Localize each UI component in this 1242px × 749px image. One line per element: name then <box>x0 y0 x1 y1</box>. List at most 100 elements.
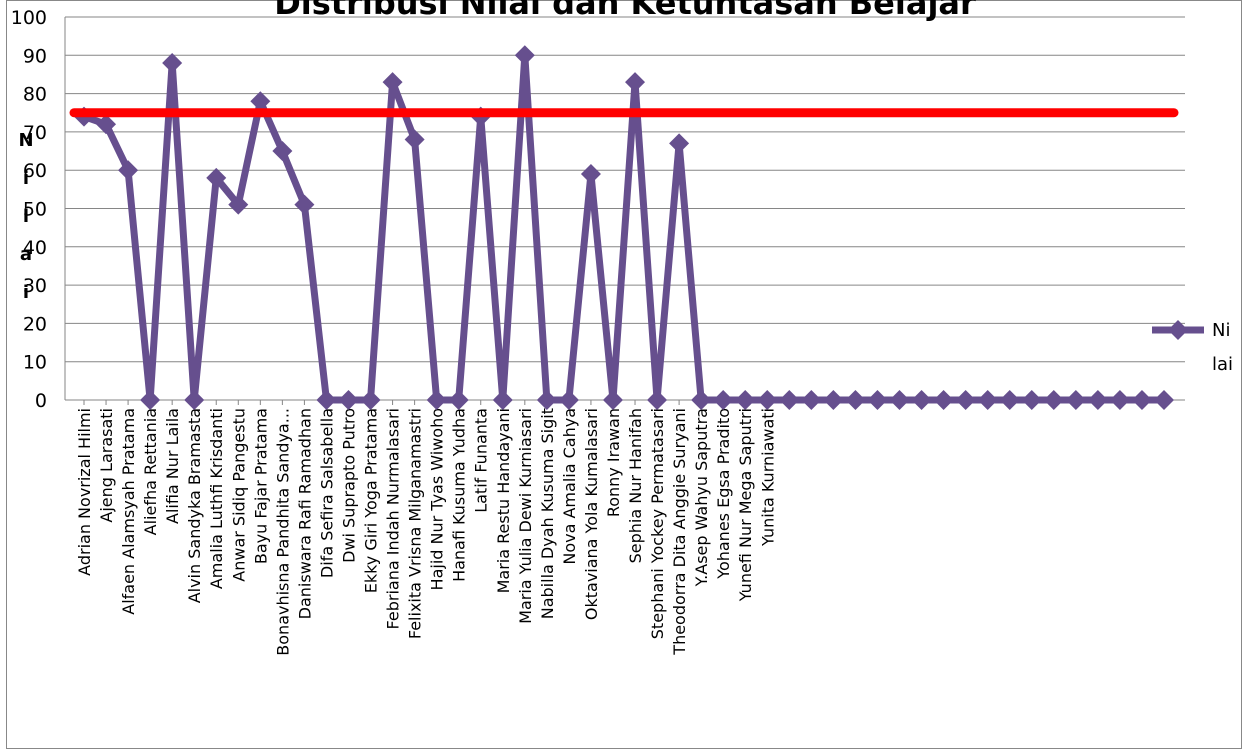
data-point-22 <box>558 390 579 410</box>
data-point-34 <box>823 390 844 410</box>
data-point-35 <box>845 390 866 410</box>
y-tick-label-50: 50 <box>23 199 47 221</box>
y-axis-label-char-1: i <box>23 168 29 189</box>
data-point-43 <box>1021 390 1042 410</box>
y-tick-label-90: 90 <box>23 45 47 67</box>
data-point-28 <box>691 390 712 410</box>
data-point-8 <box>250 91 271 112</box>
x-tick-label-31: Yunita Kurniawati <box>758 408 777 547</box>
data-point-44 <box>1043 390 1064 410</box>
data-point-42 <box>999 390 1020 410</box>
legend: Ni lai <box>1152 320 1233 375</box>
data-point-11 <box>316 390 337 410</box>
data-point-2 <box>118 160 139 181</box>
x-tick-label-17: Hanafi Kusuma Yudha <box>450 408 469 582</box>
y-tick-label-100: 100 <box>11 7 47 29</box>
data-point-40 <box>955 390 976 410</box>
x-tick-label-8: Bayu Fajar Pratama <box>251 408 270 564</box>
legend-label-line-1: Ni <box>1212 320 1230 341</box>
x-tick-label-5: Alvin Sandyka Bramasta <box>185 408 204 603</box>
data-point-21 <box>536 390 557 410</box>
data-point-25 <box>625 72 646 93</box>
x-tick-label-1: Ajeng Larasati <box>97 408 116 523</box>
x-tick-label-27: Theodorra Dita Anggie Suryani <box>670 408 689 656</box>
data-point-10 <box>294 194 315 215</box>
data-point-6 <box>206 167 227 188</box>
legend-label-line-2: lai <box>1212 354 1233 375</box>
data-point-38 <box>911 390 932 410</box>
x-tick-label-22: Nova Amalia Cahya <box>560 408 579 565</box>
data-point-31 <box>757 390 778 410</box>
y-axis-label-char-4: i <box>23 282 29 303</box>
x-tick-label-6: Amalia Luthfi Krisdanti <box>207 408 226 589</box>
x-tick-label-24: Ronny Irawan <box>604 408 623 517</box>
data-point-7 <box>228 194 249 215</box>
x-tick-label-20: Maria Yulia Dewi Kurniasari <box>516 408 535 624</box>
data-point-27 <box>669 133 690 154</box>
y-tick-label-20: 20 <box>23 313 47 335</box>
y-tick-label-30: 30 <box>23 275 47 297</box>
chart-title: Distribusi Nilai dan Ketuntasan Belajar <box>274 0 976 22</box>
data-point-29 <box>713 390 734 410</box>
y-tick-label-80: 80 <box>23 84 47 106</box>
x-tick-label-12: Dwi Suprapto Putro <box>339 408 358 563</box>
data-point-13 <box>360 390 381 410</box>
y-tick-label-40: 40 <box>23 237 47 259</box>
data-point-30 <box>735 390 756 410</box>
data-point-24 <box>602 390 623 410</box>
data-point-12 <box>338 390 359 410</box>
y-axis-label: Nilai <box>18 130 33 303</box>
data-point-17 <box>448 390 469 410</box>
data-point-47 <box>1109 390 1130 410</box>
x-tick-label-9: Bonavhisna Pandhita Sandya... <box>273 408 292 656</box>
y-tick-label-60: 60 <box>23 160 47 182</box>
data-point-1 <box>96 114 117 135</box>
x-tick-label-28: Y.Asep Wahyu Saputra <box>692 408 711 587</box>
x-tick-label-19: Maria Restu Handayani <box>494 408 513 593</box>
x-tick-label-18: Latif Funanta <box>472 408 491 513</box>
x-tick-labels: Adrian Novrizal Hilmi Ajeng Larasati Alfae… <box>75 408 777 656</box>
data-point-48 <box>1131 390 1152 410</box>
data-point-23 <box>580 164 601 185</box>
data-point-19 <box>492 390 513 410</box>
data-point-3 <box>140 390 161 410</box>
x-tick-label-30: Yunefi Nur Mega Saputri <box>736 408 755 602</box>
y-tick-label-70: 70 <box>23 122 47 144</box>
x-tick-label-14: Febriana Indah Nurmalasari <box>384 408 403 629</box>
x-tick-label-15: Felixita Vrisna Milganamastri <box>406 408 425 639</box>
y-tick-label-0: 0 <box>35 390 47 412</box>
data-point-46 <box>1087 390 1108 410</box>
data-point-45 <box>1065 390 1086 410</box>
x-tick-label-0: Adrian Novrizal Hilmi <box>75 408 94 576</box>
series-layer <box>74 45 1174 410</box>
y-axis-label-char-2: l <box>23 206 29 227</box>
y-axis-label-char-3: a <box>20 244 32 265</box>
x-tick-label-25: Sephia Nur Hanifah <box>626 408 645 563</box>
data-point-26 <box>647 390 668 410</box>
x-tick-label-2: Alfaen Alamsyah Pratama <box>119 408 138 615</box>
series-line-0 <box>82 51 1164 404</box>
y-tick-labels: 0 10 20 30 40 50 60 70 80 90 100 <box>11 7 47 412</box>
data-point-15 <box>404 129 425 150</box>
legend-marker <box>1168 320 1188 340</box>
data-point-4 <box>162 52 183 73</box>
data-point-16 <box>426 390 447 410</box>
x-tick-label-4: Alifia Nur Laila <box>163 408 182 524</box>
y-tick-label-10: 10 <box>23 352 47 374</box>
data-point-37 <box>889 390 910 410</box>
data-point-5 <box>184 390 205 410</box>
x-tick-label-26: Stephani Yockey Permatasari <box>648 408 667 639</box>
x-tick-label-23: Oktaviana Yola Kumalasari <box>582 408 601 620</box>
x-tick-label-21: Nabilla Dyah Kusuma Sigit <box>538 408 557 619</box>
data-point-14 <box>382 72 403 93</box>
y-axis-label-char-0: N <box>18 130 33 151</box>
x-tick-label-10: Daniswara Rafi Ramadhan <box>295 408 314 619</box>
data-point-32 <box>779 390 800 410</box>
x-tick-label-7: Anwar Sidiq Pangestu <box>229 408 248 582</box>
data-point-33 <box>801 390 822 410</box>
x-tick-label-11: Difa Sefira Salsabella <box>317 408 336 578</box>
x-tick-label-3: Aliefha Rettania <box>141 408 160 535</box>
data-point-39 <box>933 390 954 410</box>
x-tick-label-13: Ekky Giri Yoga Pratama <box>362 408 381 593</box>
